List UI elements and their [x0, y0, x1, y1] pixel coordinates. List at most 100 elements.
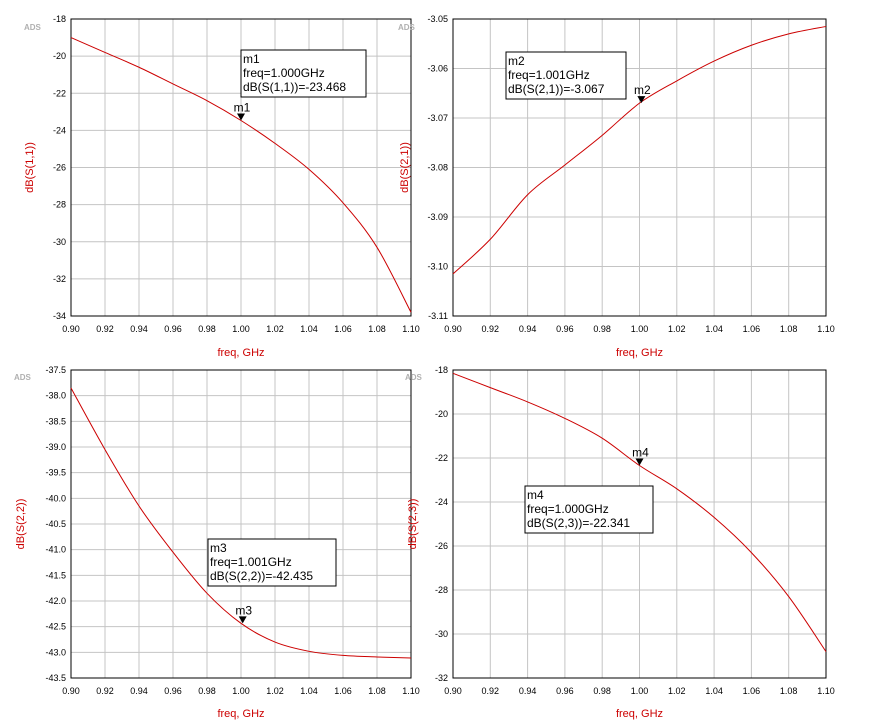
x-tick-label: 0.94 — [130, 324, 148, 334]
y-tick-label: -41.5 — [45, 570, 66, 580]
x-tick-label: 1.08 — [368, 324, 386, 334]
x-tick-label: 0.94 — [519, 686, 537, 696]
x-axis-label: freq, GHz — [217, 347, 264, 359]
y-tick-label: -18 — [435, 365, 448, 375]
marker-triangle-icon[interactable] — [237, 113, 245, 121]
y-tick-label: -3.07 — [427, 113, 448, 123]
marker-readout-box[interactable] — [240, 49, 367, 98]
x-tick-label: 1.08 — [780, 324, 798, 334]
y-tick-label: -37.5 — [45, 365, 66, 375]
marker-readout-box[interactable] — [524, 485, 654, 534]
y-axis-label: dB(S(1,1)) — [24, 142, 36, 193]
x-tick-label: 1.04 — [300, 686, 318, 696]
y-tick-label: -40.5 — [45, 519, 66, 529]
marker-name: m1 — [234, 100, 251, 114]
marker-readout-line: m3 — [210, 541, 227, 555]
y-axis-label: dB(S(2,1)) — [399, 142, 411, 193]
y-tick-label: -3.11 — [428, 311, 448, 321]
x-tick-label: 0.96 — [556, 686, 574, 696]
marker-name: m2 — [634, 83, 651, 97]
y-tick-label: -22 — [435, 453, 448, 463]
marker-triangle-icon[interactable] — [637, 96, 646, 104]
x-tick-label: 0.90 — [444, 686, 462, 696]
x-tick-label: 0.90 — [62, 324, 80, 334]
y-tick-label: -32 — [435, 673, 448, 683]
marker-readout-line: freq=1.000GHz — [243, 66, 325, 80]
marker-triangle-icon[interactable] — [238, 616, 247, 624]
ads-watermark: ADS — [24, 23, 42, 32]
marker-name: m3 — [235, 603, 252, 617]
x-tick-label: 1.10 — [817, 686, 835, 696]
y-tick-label: -22 — [53, 88, 66, 98]
y-tick-label: -42.5 — [45, 622, 66, 632]
plot-s22: ADS 0.90 0.92 0.94 0.96 0.98 1.00 1.02 1.04 1.06 1… — [14, 365, 420, 720]
plot-frame — [452, 18, 827, 317]
ads-watermark: ADS — [398, 23, 416, 32]
x-tick-label: 1.04 — [300, 324, 318, 334]
y-tick-label: -42.0 — [45, 596, 66, 606]
x-tick-label: 0.98 — [198, 324, 216, 334]
plot-s23: ADS 0.90 0.92 0.94 0.96 0.98 1.00 1.02 1.04 1.06 1… — [405, 365, 835, 720]
y-tick-label: -20 — [435, 409, 448, 419]
y-tick-label: -43.5 — [45, 673, 66, 683]
marker-readout-line: dB(S(2,2))=-42.435 — [210, 569, 313, 583]
x-tick-label: 1.08 — [368, 686, 386, 696]
marker-triangle-icon[interactable] — [635, 458, 644, 466]
x-tick-label: 1.06 — [743, 324, 761, 334]
y-tick-label: -3.10 — [427, 262, 448, 272]
y-tick-label: -26 — [435, 541, 448, 551]
y-axis-label: dB(S(2,3)) — [407, 499, 419, 550]
y-tick-label: -38.0 — [45, 391, 66, 401]
x-tick-label: 1.04 — [705, 324, 723, 334]
marker-readout-box[interactable] — [207, 538, 337, 587]
y-axis-label: dB(S(2,2)) — [15, 499, 27, 550]
x-tick-label: 0.98 — [593, 324, 611, 334]
y-tick-label: -32 — [53, 274, 66, 284]
y-tick-label: -18 — [53, 14, 66, 24]
plot-s11: ADS 0.90 0.92 0.94 0.96 0.98 1.00 1.02 1.04 1.06 1… — [24, 14, 420, 359]
x-tick-label: 1.02 — [266, 686, 284, 696]
marker-readout-line: dB(S(1,1))=-23.468 — [243, 80, 346, 94]
series-line — [452, 372, 827, 652]
x-tick-label: 1.06 — [743, 686, 761, 696]
plot-frame — [70, 18, 412, 317]
marker-readout-line: dB(S(2,1))=-3.067 — [508, 82, 605, 96]
ads-watermark: ADS — [405, 373, 423, 382]
x-tick-label: 0.92 — [482, 324, 500, 334]
x-tick-label: 0.96 — [164, 686, 182, 696]
x-tick-label: 0.98 — [198, 686, 216, 696]
x-tick-label: 1.02 — [668, 686, 686, 696]
x-tick-label: 0.90 — [444, 324, 462, 334]
plot-frame — [452, 369, 827, 679]
x-tick-label: 1.08 — [780, 686, 798, 696]
y-tick-label: -20 — [53, 51, 66, 61]
x-tick-label: 1.00 — [232, 686, 250, 696]
marker-readout-line: m2 — [508, 54, 525, 68]
x-tick-label: 1.04 — [705, 686, 723, 696]
y-tick-label: -41.0 — [45, 545, 66, 555]
x-tick-label: 0.92 — [96, 686, 114, 696]
y-tick-label: -30 — [435, 629, 448, 639]
plot-frame — [70, 369, 412, 679]
series-line — [452, 25, 827, 275]
y-tick-label: -30 — [53, 237, 66, 247]
x-tick-label: 1.06 — [334, 686, 352, 696]
y-tick-label: -39.5 — [45, 468, 66, 478]
x-tick-label: 1.06 — [334, 324, 352, 334]
x-tick-label: 1.10 — [402, 686, 420, 696]
x-tick-label: 0.96 — [164, 324, 182, 334]
x-tick-label: 1.02 — [668, 324, 686, 334]
x-tick-label: 1.02 — [266, 324, 284, 334]
marker-readout-line: freq=1.001GHz — [210, 555, 292, 569]
series-line — [70, 37, 412, 313]
y-tick-label: -28 — [435, 585, 448, 595]
marker-readout-line: freq=1.000GHz — [527, 502, 609, 516]
y-tick-label: -34 — [53, 311, 66, 321]
marker-readout-box[interactable] — [505, 51, 627, 100]
y-tick-label: -3.09 — [427, 212, 448, 222]
plot-s21: ADS 0.90 0.92 0.94 0.96 0.98 1.00 1.02 1.04 1.06 1… — [398, 14, 835, 359]
y-tick-label: -24 — [435, 497, 448, 507]
x-tick-label: 1.00 — [631, 686, 649, 696]
y-tick-label: -28 — [53, 200, 66, 210]
x-tick-label: 0.96 — [556, 324, 574, 334]
